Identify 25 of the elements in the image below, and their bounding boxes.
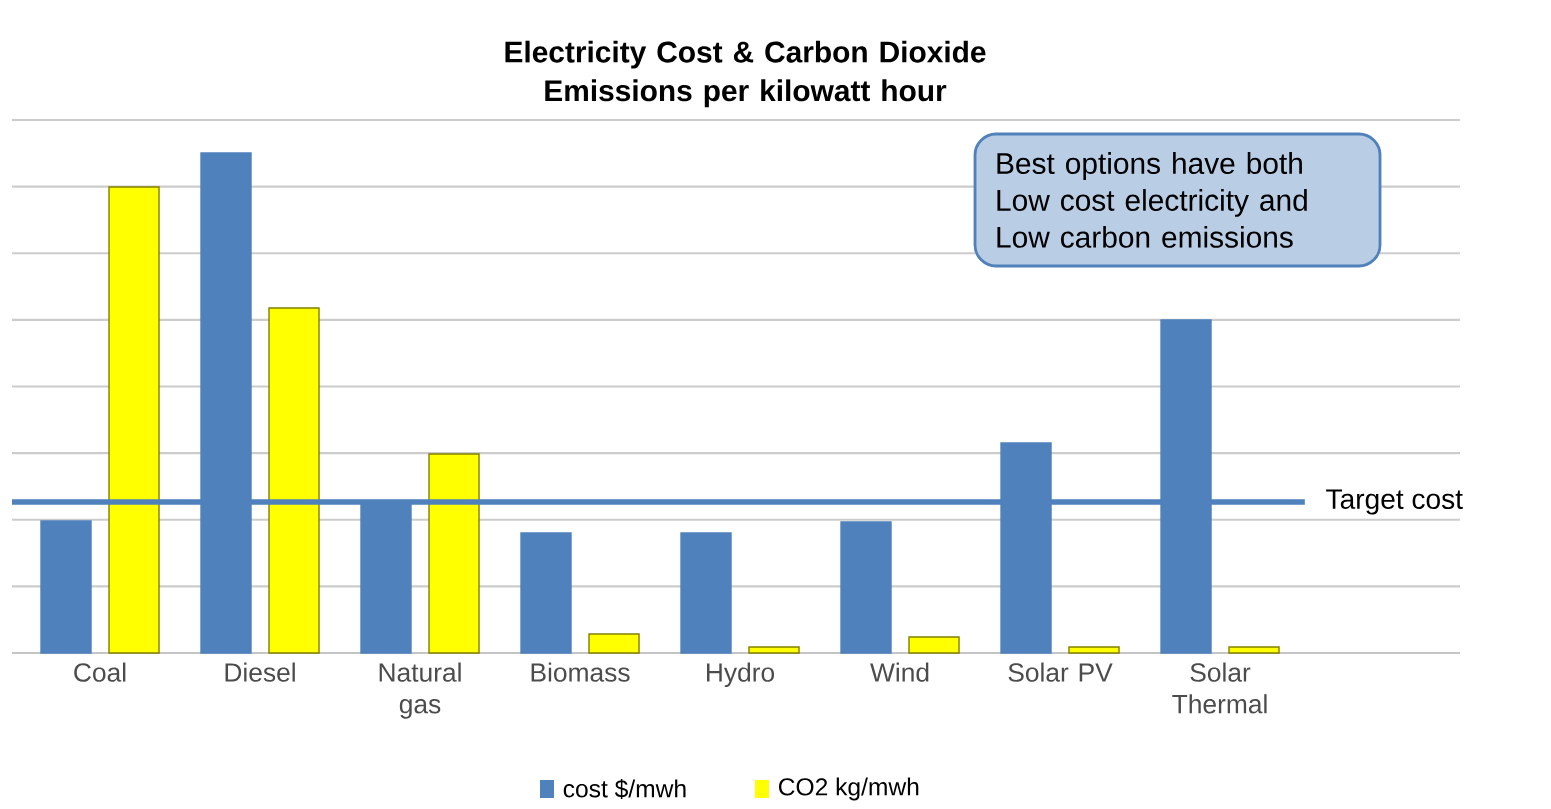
bar: [108, 186, 160, 654]
x-tick-label: Hydro: [707, 662, 775, 688]
bar: [40, 520, 92, 654]
annotation: Best options have both Low cost electricity and Low carbon emissions: [997, 152, 1307, 248]
bar: [840, 521, 892, 654]
x-tick-label: Coal: [74, 662, 126, 682]
x-tick-label: Solar PV: [1008, 662, 1113, 682]
x-tick-label: Diesel: [225, 662, 295, 682]
ref-line-label: Target cost: [1326, 489, 1463, 515]
bar: [680, 532, 732, 654]
x-tick-label: Wind: [870, 662, 929, 682]
bar: [1228, 646, 1280, 654]
bar: [908, 636, 960, 654]
bar: [520, 532, 572, 654]
bar: [428, 453, 480, 654]
legend-label: CO2 kg/mwh: [778, 777, 919, 801]
x-tick-label: Natural gas: [379, 662, 461, 719]
bar: [268, 307, 320, 654]
x-tick-label: Biomass: [531, 662, 630, 682]
x-tick-label: Solar Thermal: [1172, 662, 1267, 714]
chart-title: Electricity Cost & Carbon Dioxide Emissions per kilowatt hour: [505, 40, 986, 108]
bar: [588, 633, 640, 654]
bar: [748, 646, 800, 654]
bar: [1068, 646, 1120, 654]
legend-label: cost $/mwh: [563, 779, 686, 799]
